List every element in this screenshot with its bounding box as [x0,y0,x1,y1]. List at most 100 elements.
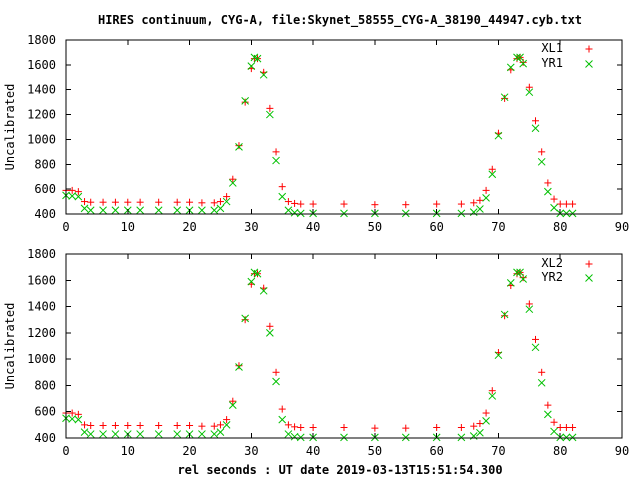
x-tick-label-4: 40 [306,444,320,458]
series-yr2 [62,268,577,442]
point-yr1-1 [68,192,77,200]
x-tick-label-1: 10 [121,220,135,234]
point-yr2-17-d2 [235,363,243,371]
point-yr2-9-d2 [154,430,163,438]
point-xl1-50 [556,200,564,208]
point-yr2-14-d2 [216,428,225,436]
point-yr2-26 [284,430,293,438]
point-yr1-34 [457,209,466,218]
y-tick-label-0: 400 [34,431,56,445]
point-yr2-45 [525,305,534,314]
point-yr1-27-d2 [290,208,299,217]
point-yr1-5-d2 [99,206,107,215]
point-yr2-15 [222,421,231,429]
y-tick-label-0: 400 [34,207,56,221]
x-tick-label-0: 0 [62,444,69,458]
point-xl2-48 [544,401,552,409]
point-yr1-51 [562,209,571,218]
point-xl1-23 [266,104,274,112]
point-xl2-18 [241,316,249,324]
point-xl1-14 [216,198,224,206]
point-yr1-9 [154,206,163,215]
point-yr2-39 [494,351,503,360]
y-tick-label-3: 1000 [27,132,56,146]
x-tick-label-8: 80 [553,220,567,234]
point-xl2-14 [216,421,224,429]
point-xl2-32 [402,424,410,432]
point-xl2-6 [111,422,119,430]
point-yr1-28 [296,209,305,218]
point-yr2-38-d2 [488,392,497,400]
point-xl2-47 [538,368,546,376]
point-yr1-3-d2 [80,204,89,213]
point-yr1-17-d2 [235,143,243,151]
legend-symbol-yr1 [585,60,593,68]
top-panel: 0 10 20 30 40 50 60 70 80 90 400 600 800 1000 1200 140… [3,33,629,234]
point-yr1-4 [86,206,95,215]
point-xl1-5 [99,198,107,206]
point-yr2-25-d2 [278,415,287,424]
point-yr1-23-d2 [266,110,274,119]
point-yr1-37-d2 [482,193,490,202]
point-yr1-38-d2 [488,170,497,179]
point-yr2-21-d2 [253,269,262,278]
top-panel-x-axis: 0 10 20 30 40 50 60 70 80 90 [62,40,629,234]
point-yr1-8-d2 [136,206,144,215]
point-yr2-15-d2 [222,421,231,429]
bottom-panel-frame [65,253,623,439]
point-yr1-49 [550,203,558,212]
x-tick-label-9: 90 [615,444,629,458]
x-tick-label-6: 60 [429,444,443,458]
point-yr2-37-d2 [482,417,490,425]
legend-marker-xl2 [585,260,593,268]
point-yr2-51 [562,433,571,442]
top-panel-y-axis: 400 600 800 1000 1200 1400 1600 1800 [27,33,622,221]
point-xl1-16 [229,175,237,183]
point-yr2-10-d2 [173,430,182,438]
point-yr2-8 [136,430,144,438]
point-yr1-6-d2 [111,206,120,215]
point-xl1-51 [562,200,570,208]
point-yr2-41 [506,279,515,287]
point-yr2-40 [500,310,509,319]
point-yr2-42 [513,268,521,277]
point-yr2-5-d2 [99,430,107,438]
legend-symbol-yr2 [585,274,593,282]
point-yr2-2-d2 [74,415,83,424]
point-yr2-46 [531,343,540,352]
point-yr1-48-d2 [544,187,552,196]
point-yr1-38 [488,170,497,179]
point-yr1-40 [500,93,509,102]
y-tick-label-7: 1800 [27,33,56,47]
top-panel-y-axis-label: Uncalibrated [3,84,17,171]
point-yr2-52-d2 [568,433,577,442]
top-panel-marks [62,53,577,218]
point-yr1-5 [99,206,107,215]
point-xl2-15 [223,416,231,424]
point-yr1-21-d2 [253,54,262,63]
point-xl1-35 [470,199,478,207]
point-yr1-42-d2 [513,53,521,62]
point-yr2-2 [74,415,83,424]
point-yr2-37 [482,417,490,425]
point-yr2-44 [519,275,528,283]
point-xl1-32 [402,201,410,209]
point-xl1-33 [433,200,441,208]
point-xl1-2 [74,188,82,196]
point-yr2-49-d2 [550,427,558,436]
point-xl2-3 [81,421,89,429]
point-yr1-19 [247,62,256,70]
point-yr2-45-d2 [525,305,534,314]
point-xl2-4 [87,422,95,430]
y-tick-label-1: 600 [34,182,56,196]
point-xl2-25 [278,405,286,413]
y-tick-label-7: 1800 [27,247,56,261]
point-yr1-46-d2 [531,124,540,133]
point-yr2-20-d2 [250,268,259,277]
point-yr1-6 [111,206,120,215]
point-yr1-44 [519,59,528,68]
point-xl1-47 [538,148,546,156]
point-yr2-40-d2 [500,310,509,319]
legend-label-yr2: YR2 [541,270,563,284]
